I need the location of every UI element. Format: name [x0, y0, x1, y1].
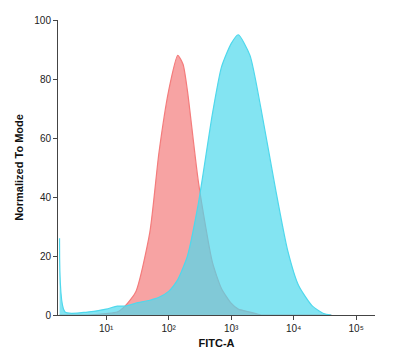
svg-text:20: 20	[40, 251, 52, 262]
svg-text:10¹: 10¹	[99, 323, 114, 334]
svg-text:100: 100	[34, 15, 51, 26]
svg-text:80: 80	[40, 74, 52, 85]
svg-text:Normalized To Mode: Normalized To Mode	[13, 114, 25, 221]
svg-text:10²: 10²	[161, 323, 176, 334]
svg-text:0: 0	[45, 310, 51, 321]
svg-text:10³: 10³	[224, 323, 239, 334]
svg-text:10⁴: 10⁴	[286, 323, 301, 334]
svg-text:40: 40	[40, 192, 52, 203]
svg-text:10⁵: 10⁵	[349, 323, 364, 334]
svg-text:60: 60	[40, 133, 52, 144]
svg-text:FITC-A: FITC-A	[198, 337, 234, 349]
